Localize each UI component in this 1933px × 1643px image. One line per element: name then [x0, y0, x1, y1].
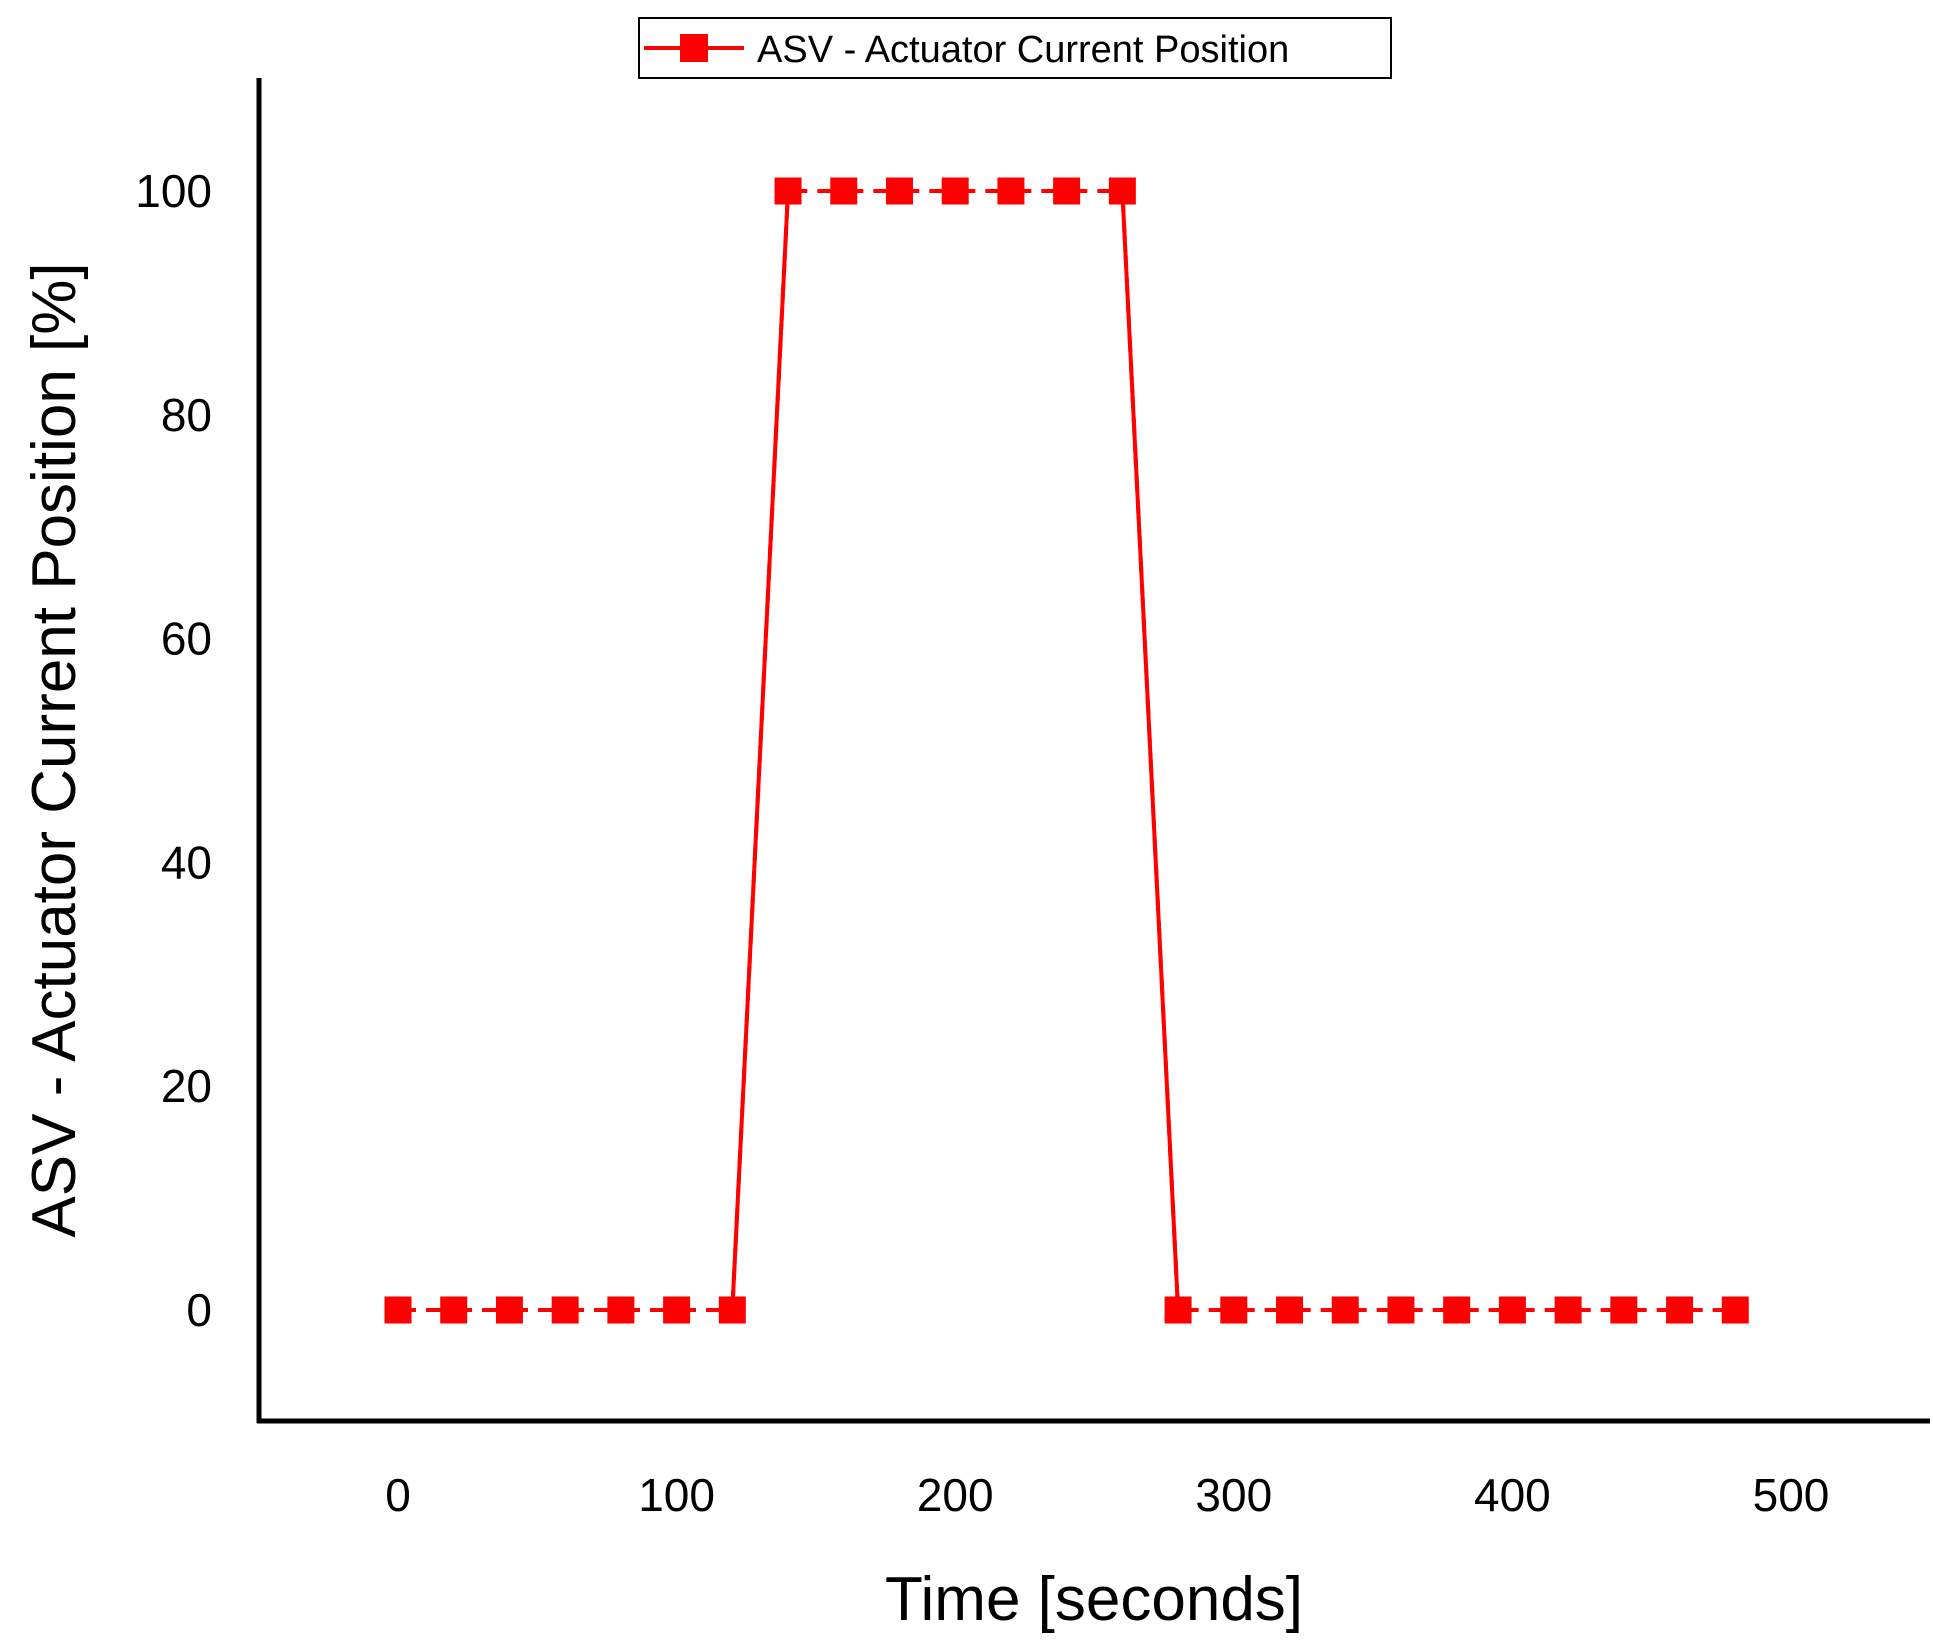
y-tick-label: 80 [161, 389, 212, 441]
series-transition-segment [730, 190, 791, 1311]
data-point [1443, 1296, 1471, 1324]
data-point [1053, 177, 1081, 205]
series-line [398, 189, 1736, 1312]
x-tick-label: 100 [638, 1469, 715, 1521]
x-tick-label: 200 [917, 1469, 994, 1521]
data-point [663, 1296, 691, 1324]
data-point [607, 1296, 635, 1324]
data-point [774, 177, 802, 205]
data-point [1554, 1296, 1582, 1324]
data-point [1721, 1296, 1749, 1324]
x-tick-label: 400 [1474, 1469, 1551, 1521]
y-tick-label: 100 [135, 165, 212, 217]
x-tick-label: 0 [385, 1469, 411, 1521]
data-point [1387, 1296, 1415, 1324]
legend-label: ASV - Actuator Current Position [757, 29, 1289, 71]
x-tick-label: 500 [1753, 1469, 1830, 1521]
y-tick-label: 20 [161, 1060, 212, 1112]
data-point [1498, 1296, 1526, 1324]
y-tick-label: 0 [186, 1284, 212, 1336]
series-layer [384, 177, 1749, 1324]
x-tick-labels: 0 100 200 300 400 500 [385, 1469, 1829, 1521]
data-point [1610, 1296, 1638, 1324]
data-point [440, 1296, 468, 1324]
data-point [1220, 1296, 1248, 1324]
data-point [830, 177, 858, 205]
x-axis-title: Time [seconds] [885, 1565, 1303, 1634]
data-point [1108, 177, 1136, 205]
axes [256, 78, 1930, 1424]
data-point [1164, 1296, 1192, 1324]
y-tick-label: 40 [161, 836, 212, 888]
data-point [495, 1296, 523, 1324]
legend-box [638, 17, 1392, 79]
data-point [551, 1296, 579, 1324]
data-point [885, 177, 913, 205]
data-point [997, 177, 1025, 205]
data-point [941, 177, 969, 205]
data-point [1276, 1296, 1304, 1324]
x-tick-label: 300 [1195, 1469, 1272, 1521]
y-tick-label: 60 [161, 613, 212, 665]
y-axis-title: ASV - Actuator Current Position [%] [20, 262, 89, 1237]
series-transition-segment [1120, 190, 1181, 1311]
data-point [1331, 1296, 1359, 1324]
legend: ASV - Actuator Current Position [638, 17, 1392, 79]
data-point [384, 1296, 412, 1324]
legend-marker-square [680, 34, 708, 62]
data-point [718, 1296, 746, 1324]
y-tick-labels: 0 20 40 60 80 100 [135, 165, 212, 1336]
data-point [1666, 1296, 1694, 1324]
